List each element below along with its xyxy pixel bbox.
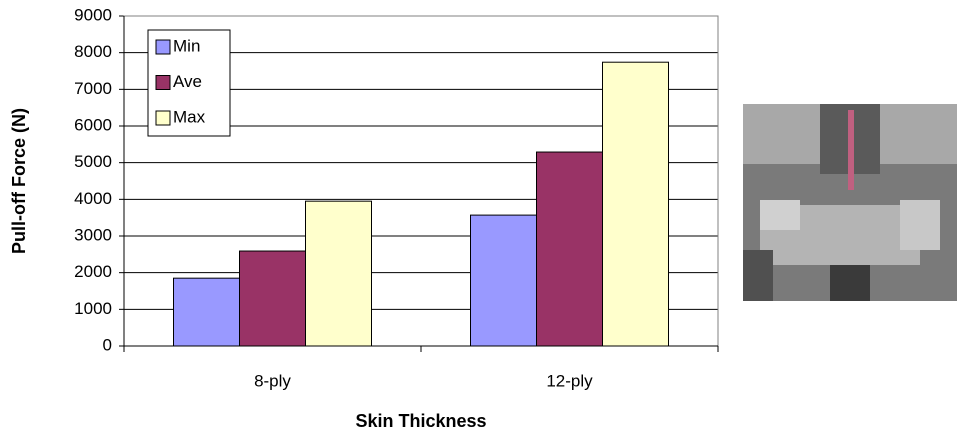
- bar: [305, 200, 372, 347]
- bar: [536, 151, 603, 347]
- x-tick-label: 8-ply: [254, 371, 291, 390]
- y-tick-label: 6000: [74, 115, 112, 134]
- y-tick-label: 4000: [74, 189, 112, 208]
- y-tick-label: 5000: [74, 152, 112, 171]
- bar: [173, 277, 240, 347]
- photo: [743, 104, 957, 301]
- legend-swatch: [155, 75, 171, 90]
- y-tick-label: 2000: [74, 262, 112, 281]
- legend-swatch: [155, 39, 171, 55]
- bar: [239, 250, 306, 347]
- legend-label: Ave: [173, 72, 202, 91]
- y-axis-label: Pull-off Force (N): [9, 108, 29, 254]
- y-tick-label: 3000: [74, 225, 112, 244]
- y-tick-label: 0: [103, 335, 112, 354]
- y-tick-label: 9000: [74, 5, 112, 24]
- y-tick-label: 7000: [74, 79, 112, 98]
- legend: Min Ave Max: [147, 29, 231, 137]
- x-tick-label: 12-ply: [546, 371, 593, 390]
- y-tick-label: 8000: [74, 42, 112, 61]
- legend-label: Max: [173, 107, 206, 126]
- legend-label: Min: [173, 36, 200, 55]
- x-axis-label: Skin Thickness: [355, 411, 486, 431]
- y-tick-label: 1000: [74, 299, 112, 318]
- bar: [602, 61, 669, 347]
- legend-swatch: [155, 110, 171, 126]
- bar: [470, 214, 537, 347]
